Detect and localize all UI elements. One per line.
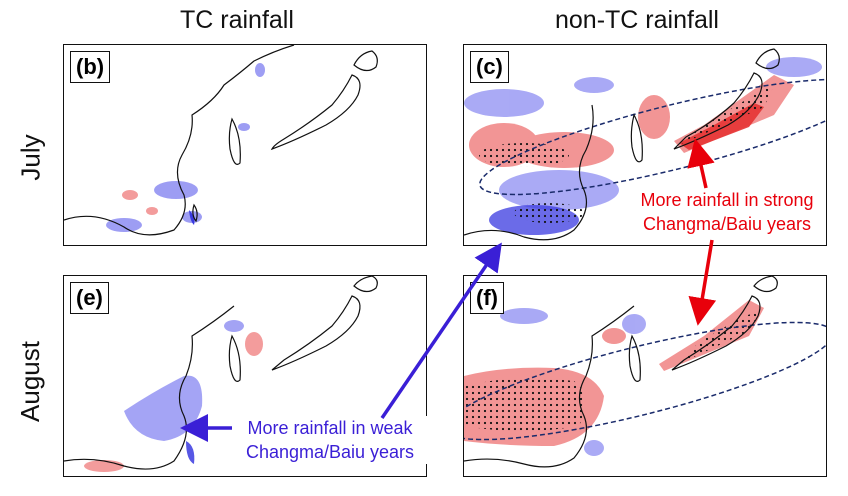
map-f-graphic xyxy=(464,276,826,468)
map-panel-c: (c) xyxy=(463,44,827,246)
annotation-strong-line1: More rainfall in strong xyxy=(640,190,814,210)
panel-label-c: (c) xyxy=(470,51,509,83)
annotation-strong: More rainfall in strong Changma/Baiu yea… xyxy=(622,188,832,236)
map-b-graphic xyxy=(64,45,378,236)
column-title-tc: TC rainfall xyxy=(180,6,294,34)
panel-label-e: (e) xyxy=(70,282,109,314)
panel-label-f: (f) xyxy=(470,282,504,314)
annotation-strong-line2: Changma/Baiu years xyxy=(642,214,812,234)
map-panel-f: (f) xyxy=(463,275,827,477)
annotation-weak: More rainfall in weak Changma/Baiu years xyxy=(232,416,428,464)
map-panel-b: (b) xyxy=(63,44,427,246)
annotation-weak-line2: Changma/Baiu years xyxy=(245,442,415,462)
row-title-august: August xyxy=(14,341,45,422)
panel-label-b: (b) xyxy=(70,51,111,83)
row-title-july: July xyxy=(15,134,46,181)
column-title-nontc: non-TC rainfall xyxy=(555,6,719,34)
map-c-graphic xyxy=(464,48,826,241)
annotation-weak-line1: More rainfall in weak xyxy=(247,418,413,438)
